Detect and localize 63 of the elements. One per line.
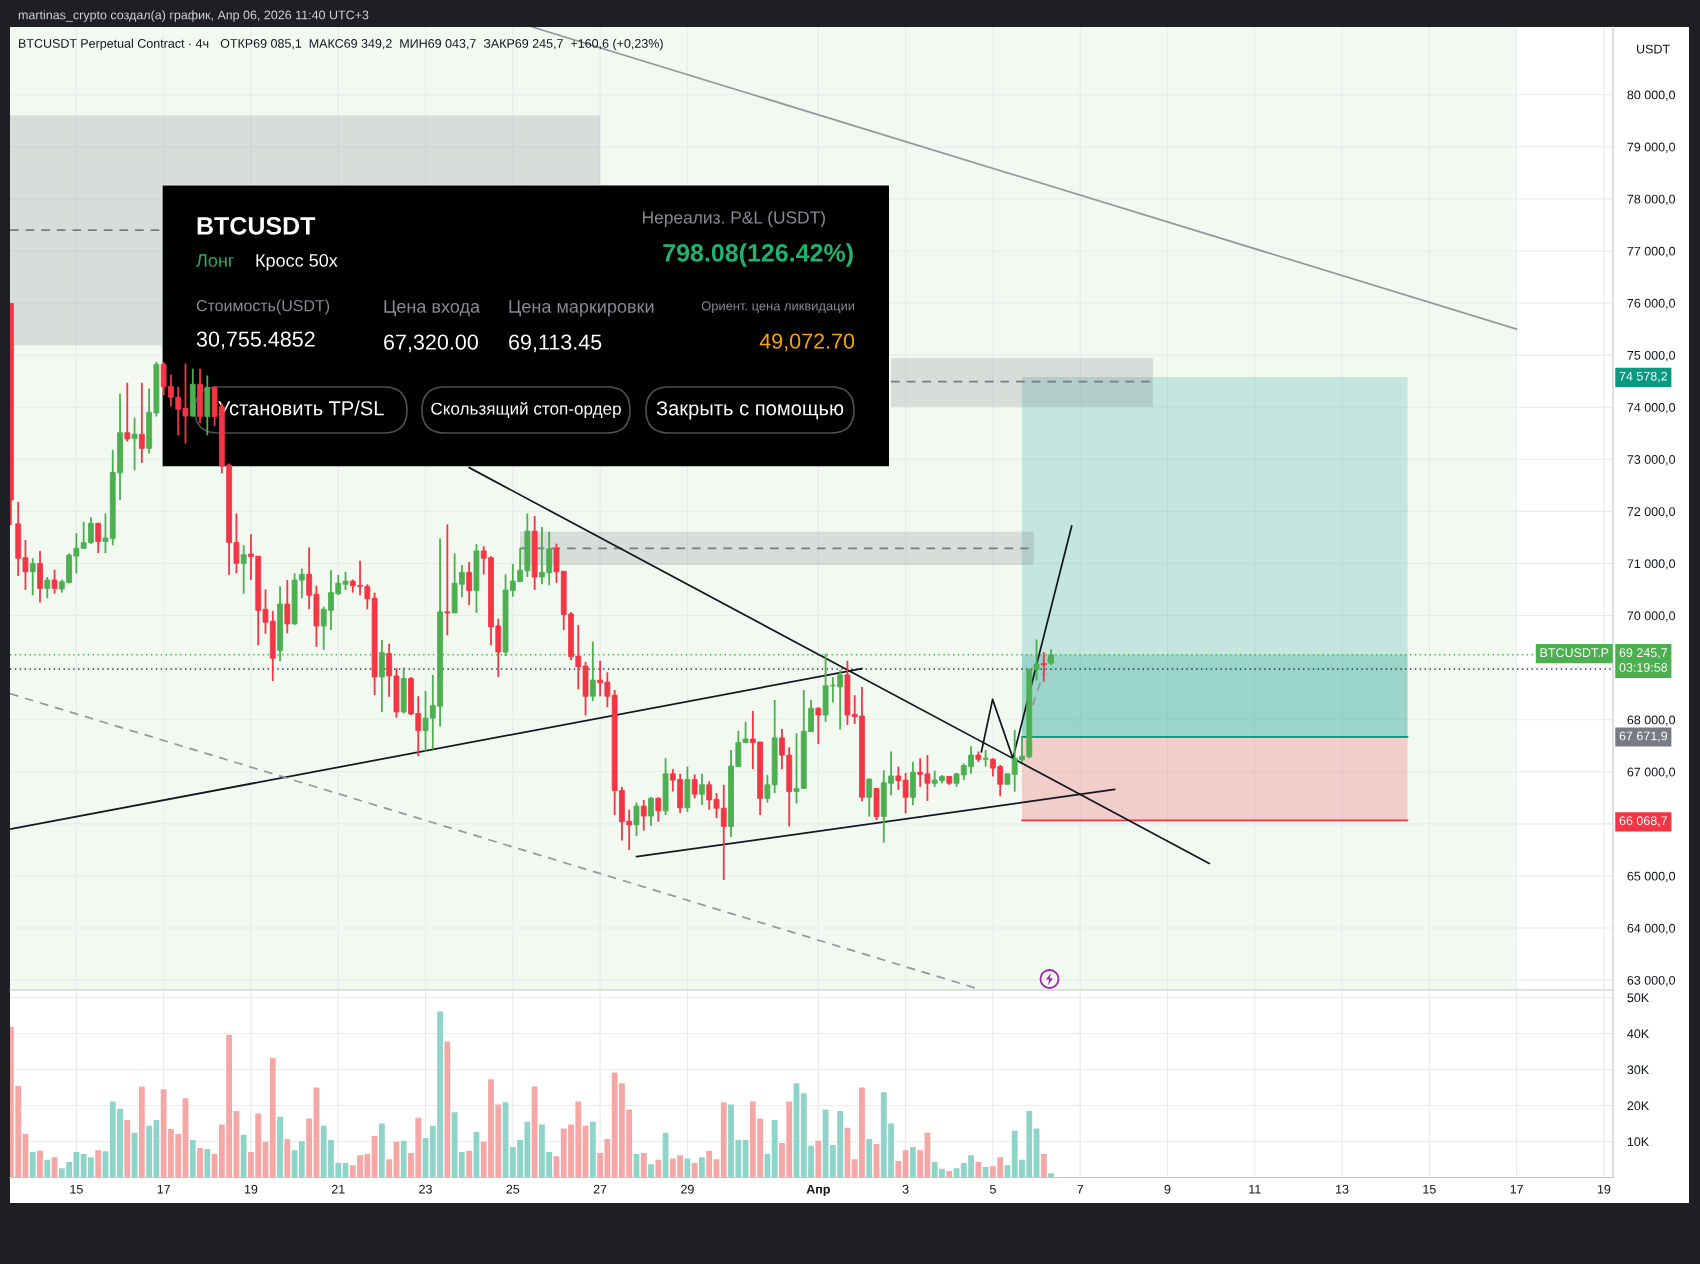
y-tick-label: 10K — [1627, 1137, 1649, 1147]
y-tick-label: 72 000,0 — [1627, 507, 1676, 518]
x-tick-label: 27 — [593, 1184, 607, 1194]
y-tick-label: 63 000,0 — [1627, 975, 1676, 987]
text: BTCUSDT Perpetual Contract · 4ч — [19, 38, 209, 51]
x-tick-label: 11 — [1249, 1184, 1261, 1194]
x-tick-label: 13 — [1336, 1184, 1349, 1194]
y-tick-label: 40K — [1627, 1029, 1649, 1039]
y-tick-label: 77 000,0 — [1627, 246, 1676, 258]
y-tick-label: 79 000,0 — [1627, 142, 1676, 153]
y-tick-label: 75 000,0 — [1627, 350, 1676, 362]
x-tick-label: 23 — [419, 1184, 432, 1194]
annotation: 69,113.45 — [509, 334, 602, 353]
x-tick-label: 5 — [989, 1184, 996, 1194]
annotation: Цена маркировки — [509, 300, 654, 317]
annotation: Лонг — [196, 254, 234, 267]
annotation: Нереализ. P&L (USDT) — [643, 210, 825, 228]
text: 67 671,9 — [1619, 731, 1668, 742]
annotation: Стоимость(USDT) — [196, 299, 330, 315]
text: 74 578,2 — [1619, 371, 1668, 383]
y-tick-label: 80 000,0 — [1627, 90, 1676, 101]
annotation: 67,320.00 — [384, 334, 478, 353]
x-tick-label: 19 — [244, 1184, 258, 1194]
annotation: 798.08(126.42%) — [663, 243, 853, 267]
x-tick-label: 15 — [70, 1184, 83, 1194]
y-tick-label: 74 000,0 — [1627, 403, 1676, 414]
annotation: Скользящий стоп-ордер — [431, 401, 621, 419]
annotation: Цена входа — [384, 300, 481, 317]
text: ОТКР69 085,1 МАКС69 349,2 МИН69 043,7 ЗАКР69 245,7 +160,6 (+0,23%) — [220, 38, 663, 51]
y-tick-label: 67 000,0 — [1627, 767, 1676, 778]
x-tick-label: 9 — [1164, 1184, 1171, 1194]
y-tick-label: 64 000,0 — [1627, 923, 1676, 935]
annotation: Ориент. цена ликвидации — [701, 301, 855, 314]
y-tick-label: 70 000,0 — [1627, 611, 1676, 622]
y-tick-label: 73 000,0 — [1627, 455, 1676, 466]
annotation: BTCUSDT — [197, 217, 316, 235]
text: 66 068,7 — [1619, 816, 1668, 827]
y-tick-label: 71 000,0 — [1627, 559, 1676, 570]
y-tick-label: 76 000,0 — [1627, 298, 1676, 310]
annotation: 30,755.4852 — [196, 331, 315, 350]
annotation: Кросс 50x — [256, 254, 338, 271]
x-tick-label: 29 — [681, 1184, 694, 1194]
y-tick-label: 20K — [1627, 1101, 1649, 1111]
x-tick-label: 25 — [506, 1184, 520, 1194]
x-tick-label: Апр — [806, 1184, 830, 1197]
x-tick-label: 17 — [1510, 1184, 1523, 1194]
y-tick-label: 65 000,0 — [1627, 871, 1676, 883]
annotation: 49,072.70 — [759, 333, 855, 352]
x-tick-label: 17 — [157, 1184, 170, 1194]
y-axis-title: USDT — [1637, 44, 1670, 54]
annotation: Закрыть с помощью — [656, 401, 844, 420]
x-tick-label: 3 — [902, 1184, 909, 1194]
y-tick-label: 50K — [1627, 993, 1649, 1003]
y-tick-label: 78 000,0 — [1627, 194, 1676, 205]
ref-line-label: 69 245,7 03:19:58 — [1619, 648, 1668, 672]
x-tick-label: 21 — [331, 1184, 345, 1194]
y-tick-label: 68 000,0 — [1627, 715, 1676, 726]
x-tick-label: 7 — [1077, 1184, 1084, 1194]
text: martinas_crypto создал(а) график, Апр 06, 2026 11:40 UTC+3 — [18, 10, 369, 22]
y-tick-label: 30K — [1627, 1065, 1649, 1075]
annotation: BTCUSDT.P — [1540, 648, 1609, 658]
x-tick-label: 15 — [1423, 1184, 1436, 1194]
x-tick-label: 19 — [1597, 1184, 1611, 1194]
